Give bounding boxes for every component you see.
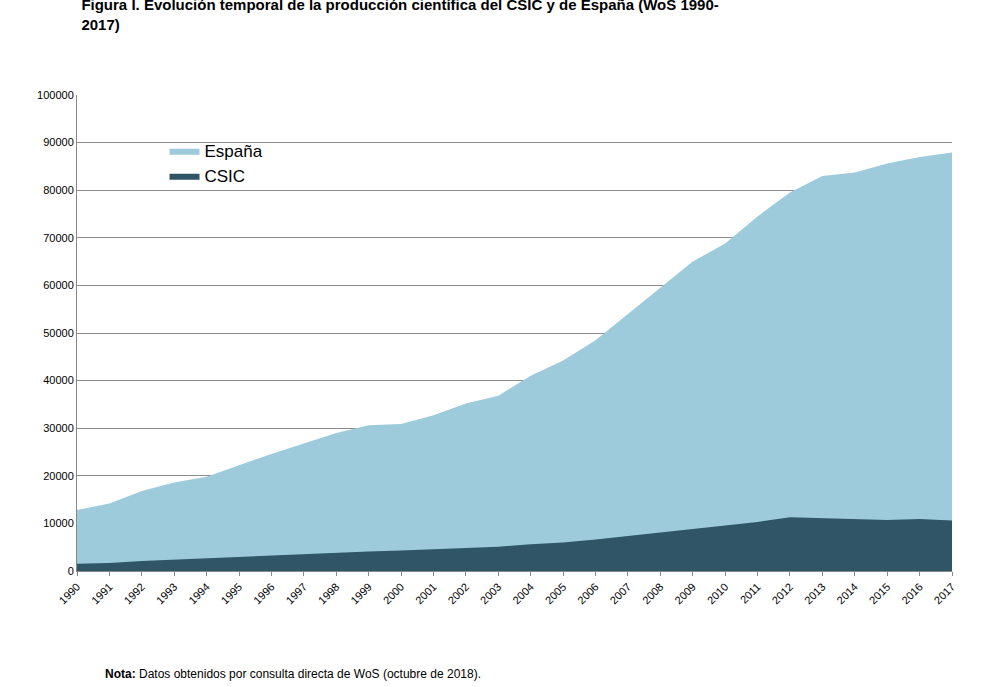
svg-text:60000: 60000 [43,279,74,291]
svg-text:0: 0 [68,565,74,577]
svg-text:1997: 1997 [283,581,309,607]
svg-text:2016: 2016 [899,581,925,607]
svg-text:2001: 2001 [413,581,439,607]
svg-text:Nota: Datos obtenidos por cons: Nota: Datos obtenidos por consulta direc… [105,667,481,681]
svg-text:2003: 2003 [478,581,504,607]
svg-text:Figura I. Evolución temporal d: Figura I. Evolución temporal de la produ… [81,0,718,33]
svg-text:1995: 1995 [219,581,245,607]
svg-text:España: España [205,142,263,161]
svg-text:2002: 2002 [445,581,471,607]
svg-text:2012: 2012 [769,581,795,607]
svg-text:1998: 1998 [316,581,342,607]
svg-text:100000: 100000 [37,89,74,101]
svg-text:2015: 2015 [867,581,893,607]
svg-text:1992: 1992 [121,581,147,607]
svg-text:70000: 70000 [43,232,74,244]
svg-text:2007: 2007 [607,581,633,607]
svg-text:2014: 2014 [834,581,860,607]
svg-text:10000: 10000 [43,517,74,529]
svg-text:1996: 1996 [251,581,277,607]
svg-text:2009: 2009 [672,581,698,607]
svg-text:2010: 2010 [705,581,731,607]
svg-text:2006: 2006 [575,581,601,607]
svg-text:90000: 90000 [43,136,74,148]
svg-text:1994: 1994 [186,581,212,607]
svg-text:40000: 40000 [43,374,74,386]
svg-text:2000: 2000 [381,581,407,607]
svg-text:1999: 1999 [348,581,374,607]
svg-text:2017: 2017 [932,581,958,607]
svg-text:CSIC: CSIC [205,167,246,186]
svg-text:1991: 1991 [89,581,115,607]
svg-text:1990: 1990 [57,581,83,607]
svg-text:2004: 2004 [510,581,536,607]
svg-text:50000: 50000 [43,327,74,339]
svg-text:30000: 30000 [43,422,74,434]
svg-text:2005: 2005 [543,581,569,607]
svg-text:80000: 80000 [43,184,74,196]
svg-text:1993: 1993 [154,581,180,607]
svg-text:2011: 2011 [738,581,763,606]
svg-text:2008: 2008 [640,581,666,607]
svg-text:2013: 2013 [802,581,828,607]
svg-text:20000: 20000 [43,470,74,482]
